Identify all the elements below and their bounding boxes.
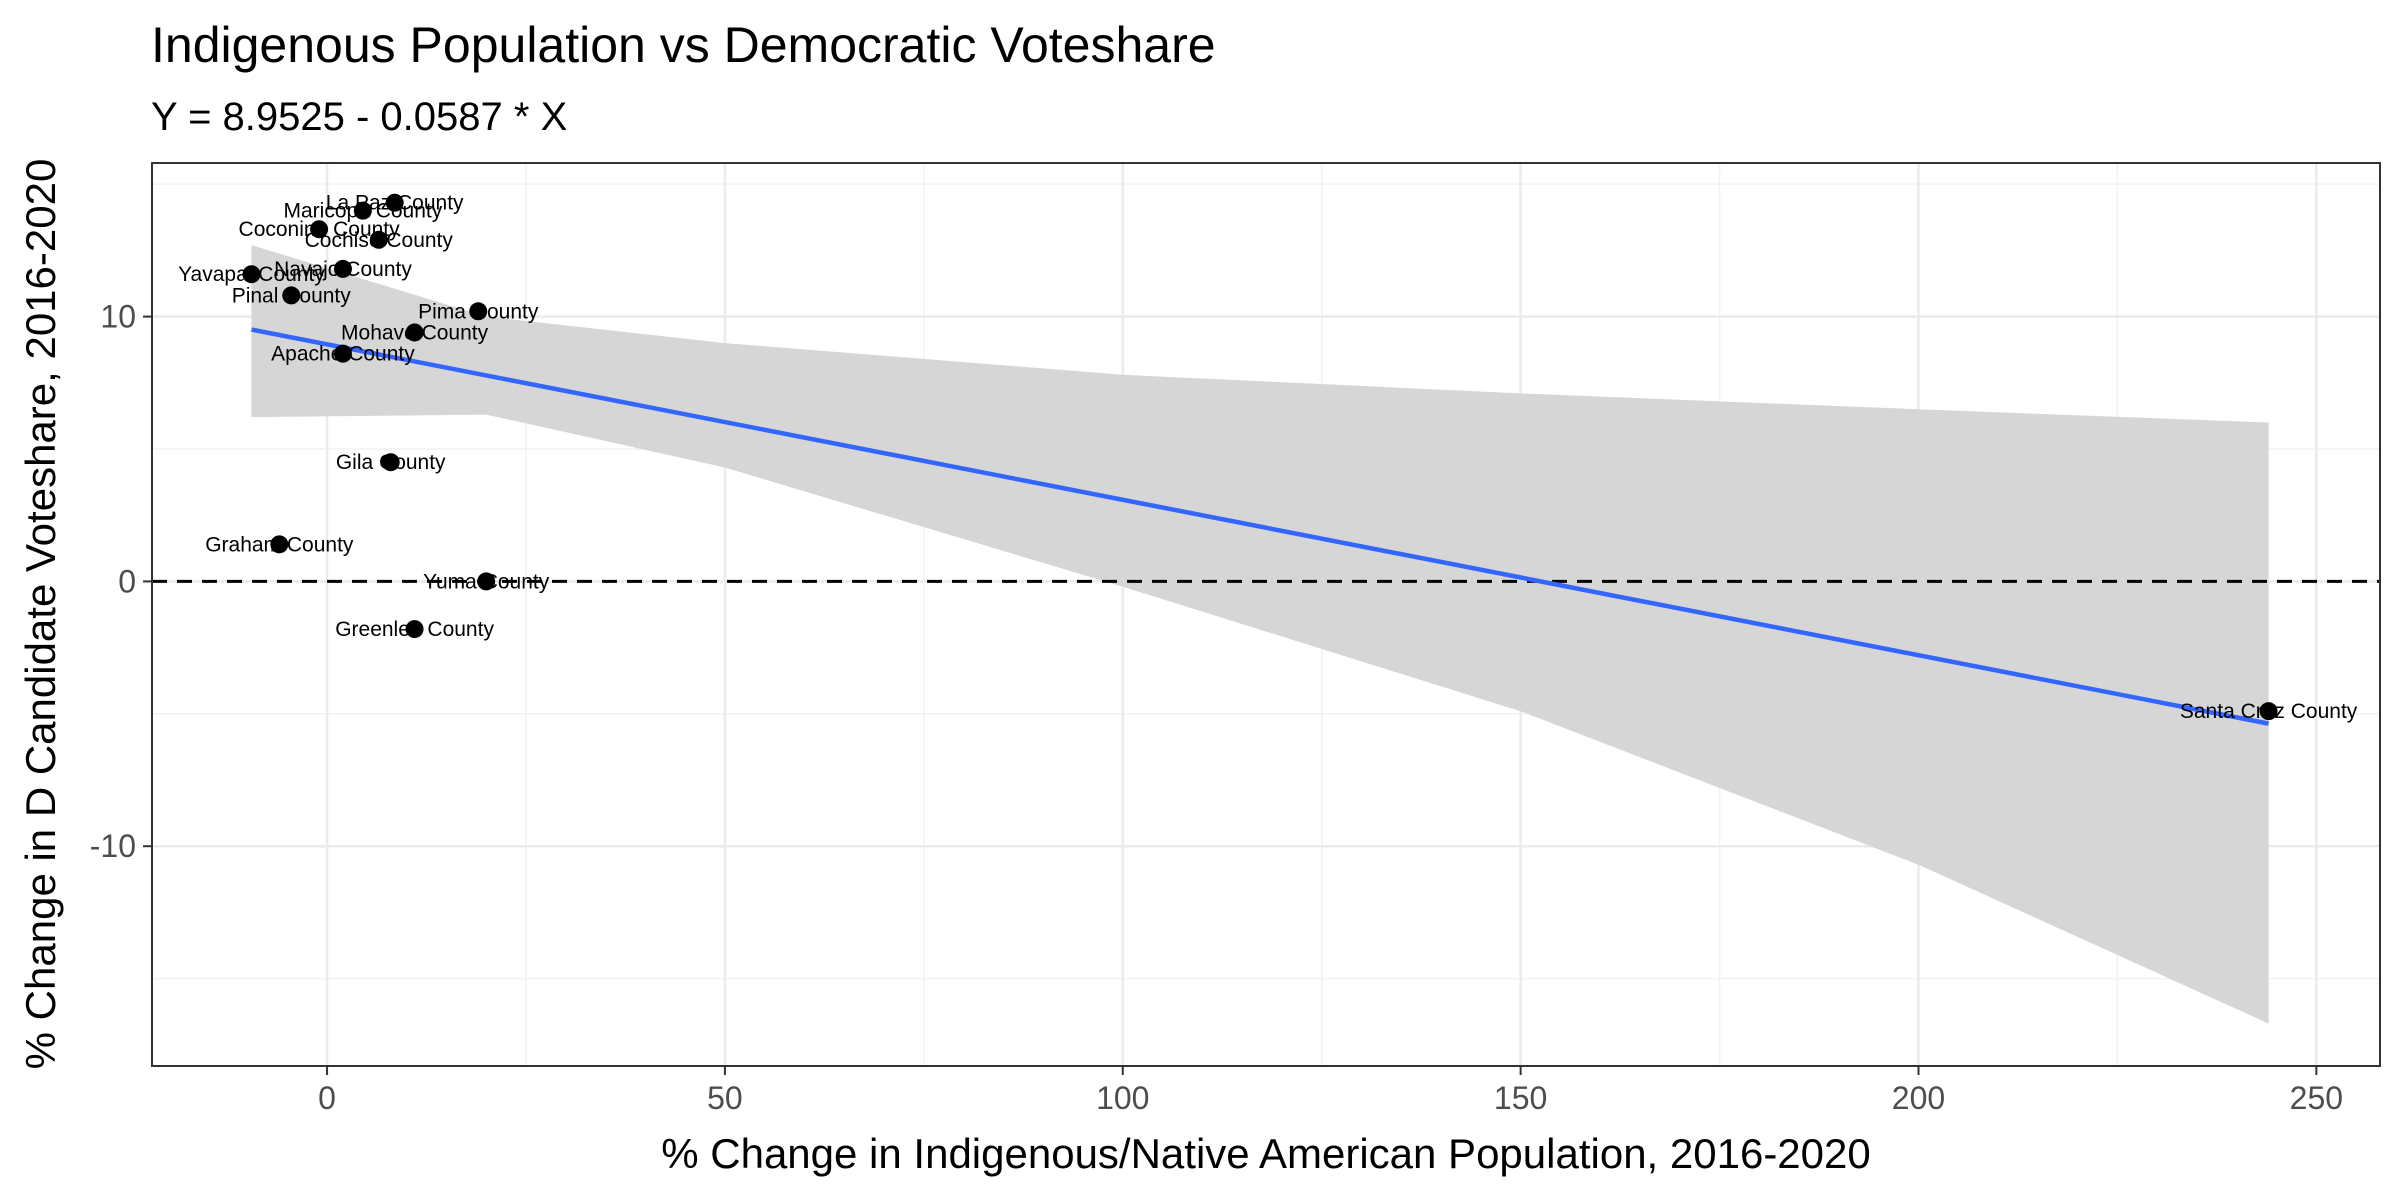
chart-title: Indigenous Population vs Democratic Vote… [151,17,1216,73]
x-tick-label: 250 [2290,1080,2343,1116]
x-axis-title: % Change in Indigenous/Native American P… [661,1130,1871,1177]
point-label: Santa Cruz County [2180,700,2358,723]
point-label: Graham County [205,533,354,556]
point-label: Greenlee County [335,618,494,641]
point-label: Gila County [336,451,446,474]
chart-subtitle: Y = 8.9525 - 0.0587 * X [151,95,567,139]
x-tick-label: 200 [1892,1080,1945,1116]
x-tick-label: 50 [707,1080,743,1116]
y-axis-title: % Change in D Candidate Voteshare, 2016-… [17,159,64,1070]
point-label: Yuma County [423,570,550,593]
x-tick-label: 0 [318,1080,336,1116]
point-label: Apache County [271,343,415,366]
x-tick-label: 150 [1494,1080,1547,1116]
y-tick-label: 10 [100,299,136,335]
point-label: Cochise County [305,229,454,252]
y-tick-label: 0 [118,563,136,599]
point-label: Pinal County [232,284,352,307]
point-label: Yavapai County [178,263,325,286]
point-label: Pima County [418,300,539,323]
x-tick-label: 100 [1096,1080,1149,1116]
y-axis: -10 0 10 [90,299,152,865]
point-label: Mohave County [341,321,489,344]
y-tick-label: -10 [90,828,136,864]
x-axis: 0 50 100 150 200 250 [318,1066,2343,1116]
